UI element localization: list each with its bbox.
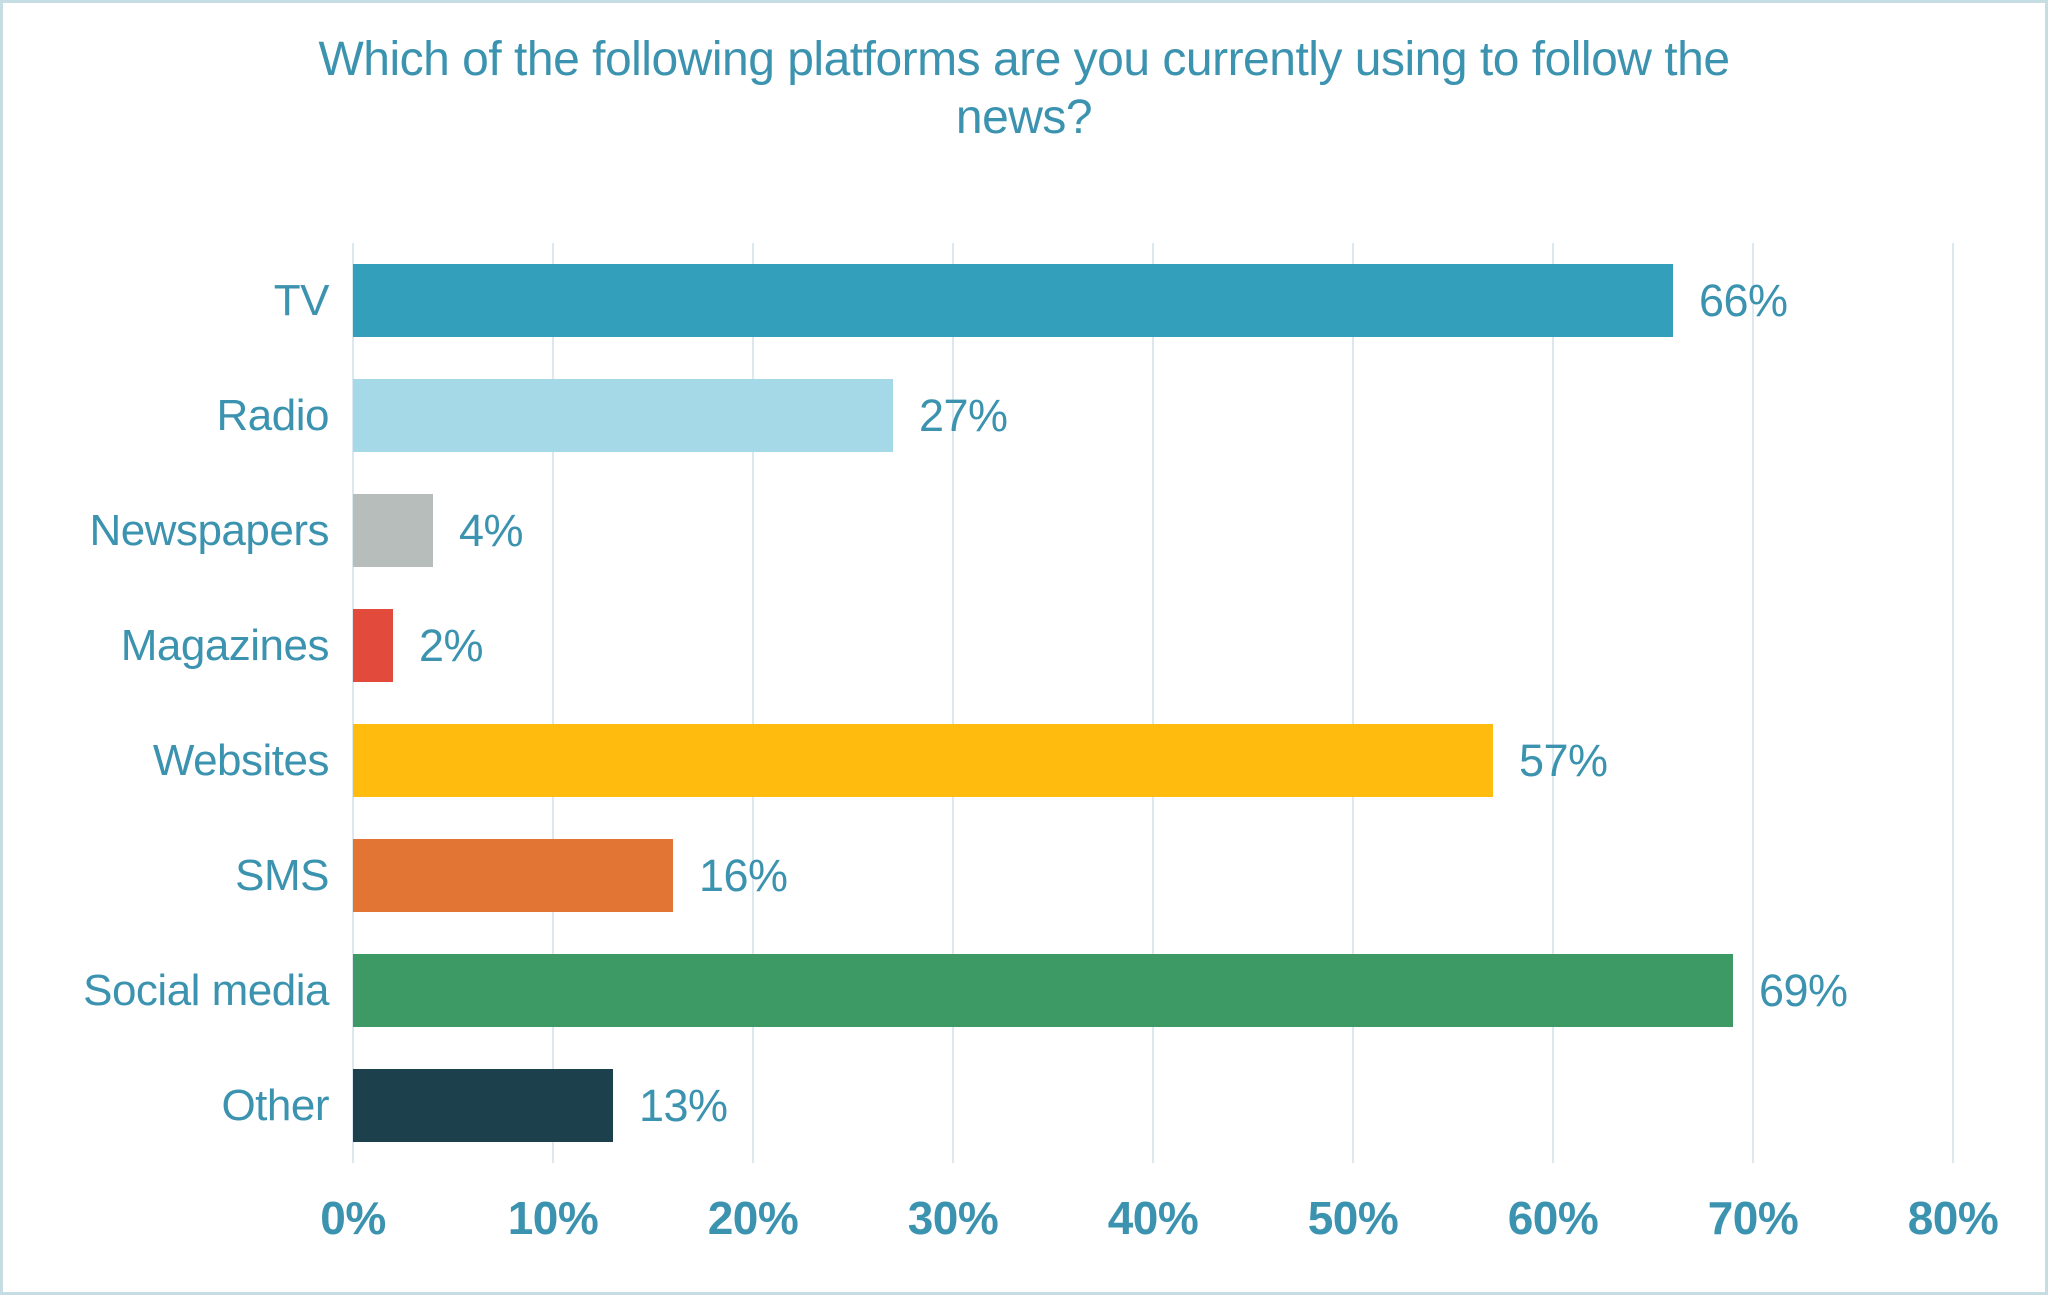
bar-row-magazines: 2% (353, 588, 1953, 703)
category-label-sms: SMS (235, 850, 329, 900)
bar-row-other: 13% (353, 1048, 1953, 1163)
value-label-other: 13% (639, 1079, 728, 1131)
bar-other (353, 1069, 613, 1142)
bar-radio (353, 379, 893, 452)
bar-row-newspapers: 4% (353, 473, 1953, 588)
gridline-50% (1352, 243, 1354, 1163)
x-axis-tick-10%: 10% (507, 1192, 599, 1244)
category-label-social-media: Social media (83, 965, 329, 1015)
value-label-newspapers: 4% (459, 504, 524, 556)
category-labels-column: TV Radio Newspapers Magazines Websites SMS Soc… (3, 243, 329, 1163)
value-label-websites: 57% (1519, 734, 1608, 786)
bar-social-media (353, 954, 1733, 1027)
gridline-60% (1552, 243, 1554, 1163)
value-label-tv: 66% (1699, 274, 1788, 326)
x-axis-tick-80%: 80% (1907, 1192, 1999, 1244)
category-label-newspapers: Newspapers (89, 505, 329, 555)
x-axis-tick-40%: 40% (1107, 1192, 1199, 1244)
bar-newspapers (353, 494, 433, 567)
bar-row-sms: 16% (353, 818, 1953, 933)
x-axis: 0% 10% 20% 30% 40% 50% 60% 70% 80% (320, 1191, 1999, 1261)
gridline-0% (352, 243, 354, 1163)
bar-row-radio: 27% (353, 358, 1953, 473)
x-axis-tick-0%: 0% (320, 1192, 386, 1244)
category-label-tv: TV (273, 275, 330, 325)
bar-websites (353, 724, 1493, 797)
gridline-10% (552, 243, 554, 1163)
bar-row-social-media: 69% (353, 933, 1953, 1048)
bar-row-websites: 57% (353, 703, 1953, 818)
bar-tv (353, 264, 1673, 337)
x-axis-tick-30%: 30% (907, 1192, 999, 1244)
x-axis-tick-70%: 70% (1707, 1192, 1799, 1244)
x-axis-tick-50%: 50% (1307, 1192, 1399, 1244)
value-label-sms: 16% (699, 849, 788, 901)
bar-sms (353, 839, 673, 912)
gridline-70% (1752, 243, 1754, 1163)
x-axis-tick-20%: 20% (707, 1192, 799, 1244)
bar-row-tv: 66% (353, 243, 1953, 358)
x-axis-tick-60%: 60% (1507, 1192, 1599, 1244)
chart-title: Which of the following platforms are you… (318, 33, 1730, 144)
plot-area: 66% 27% 4% 2% 57% 16% 69% 13% (352, 243, 1954, 1163)
value-label-magazines: 2% (419, 619, 484, 671)
category-label-other: Other (221, 1080, 329, 1130)
gridline-40% (1152, 243, 1154, 1163)
gridline-20% (752, 243, 754, 1163)
gridline-30% (952, 243, 954, 1163)
bar-magazines (353, 609, 393, 682)
category-label-magazines: Magazines (120, 620, 330, 670)
category-label-websites: Websites (152, 735, 330, 785)
gridline-80% (1952, 243, 1954, 1163)
value-label-social-media: 69% (1759, 964, 1848, 1016)
value-label-radio: 27% (919, 389, 1008, 441)
bar-rows: 66% 27% 4% 2% 57% 16% 69% 13% (353, 243, 1953, 1163)
category-label-radio: Radio (216, 390, 330, 440)
